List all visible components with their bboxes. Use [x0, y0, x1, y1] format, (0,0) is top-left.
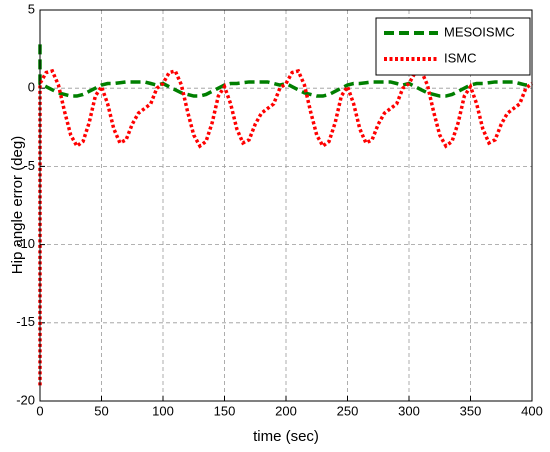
x-tick-label: 150 — [214, 403, 236, 418]
x-tick-label: 100 — [152, 403, 174, 418]
plot-frame — [39, 9, 533, 402]
y-tick-label: -20 — [16, 392, 35, 407]
y-tick-label: -5 — [23, 158, 35, 173]
x-tick-label: 250 — [337, 403, 359, 418]
y-tick-label: 5 — [28, 1, 35, 16]
x-tick-label: 350 — [460, 403, 482, 418]
legend-label: ISMC — [444, 50, 477, 65]
y-axis-label: Hip angle error (deg) — [9, 136, 26, 274]
y-tick-label: -15 — [16, 314, 35, 329]
legend-box — [375, 17, 531, 76]
x-tick-label: 400 — [521, 403, 543, 418]
x-tick-label: 300 — [398, 403, 420, 418]
x-axis-label: time (sec) — [253, 428, 319, 445]
y-tick-label: 0 — [28, 80, 35, 95]
line-series — [38, 68, 534, 386]
x-tick-label: 50 — [94, 403, 108, 418]
y-tick-label: -10 — [16, 236, 35, 251]
legend-label: MESOISMC — [444, 24, 515, 39]
x-tick-label: 0 — [36, 403, 43, 418]
x-tick-label: 200 — [275, 403, 297, 418]
